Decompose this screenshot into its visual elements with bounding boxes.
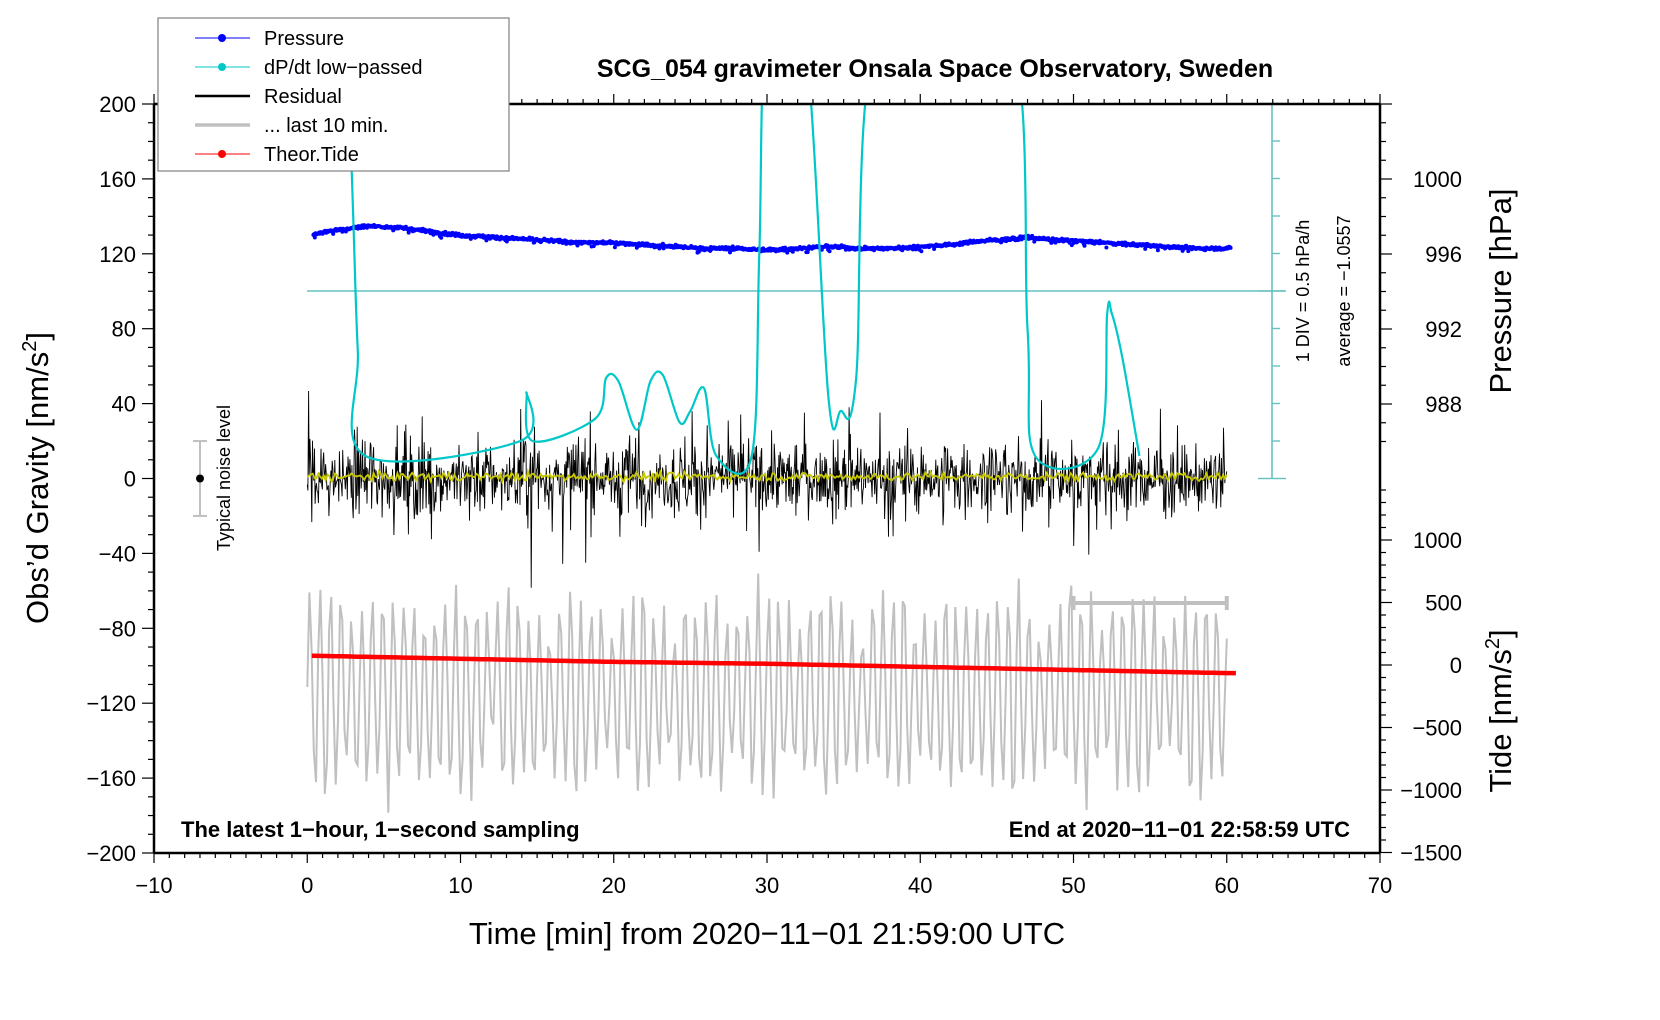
- x-tick-label: 20: [602, 873, 626, 898]
- pressure-point: [612, 245, 617, 250]
- noise-level-marker: [193, 440, 207, 517]
- pressure-point: [805, 250, 810, 255]
- pressure-point: [910, 247, 915, 252]
- pressure-point: [1155, 248, 1160, 253]
- y-axis-title-tide-main: Tide [nm/s: [1483, 649, 1518, 793]
- y-axis-title-left: Obs’d Gravity [nm/s2]: [19, 332, 55, 624]
- chart-title: SCG_054 gravimeter Onsala Space Observat…: [597, 55, 1273, 83]
- y-tick-label-left: −200: [86, 841, 136, 866]
- y-axis-title-tide-sup: 2: [1482, 638, 1504, 649]
- pressure-series: [311, 223, 1233, 255]
- y-tick-label-left: 0: [124, 467, 136, 492]
- x-tick-label: 10: [448, 873, 472, 898]
- axis-ticks: [142, 94, 1392, 863]
- y-tick-label-tide: 1000: [1413, 528, 1462, 553]
- legend-marker-1: [218, 63, 226, 71]
- y-tick-label-tide: −1000: [1400, 778, 1462, 803]
- pressure-point: [1053, 240, 1058, 245]
- y-axis-title-pressure: Pressure [hPa]: [1483, 188, 1518, 393]
- y-tick-label-tide: 500: [1425, 591, 1462, 616]
- pressure-point: [1228, 245, 1233, 250]
- pressure-point: [696, 249, 701, 254]
- y-axis-title-tide-end: ]: [1483, 629, 1518, 638]
- pressure-point: [1186, 249, 1191, 254]
- x-tick-label: 30: [755, 873, 779, 898]
- y-axis-title-left-main: Obs’d Gravity [nm/s: [20, 352, 55, 624]
- y-tick-label-tide: 0: [1450, 653, 1462, 678]
- residual-series: [306, 390, 1228, 588]
- x-axis-title: Time [min] from 2020−11−01 21:59:00 UTC: [469, 916, 1065, 951]
- y-tick-label-pressure: 996: [1425, 242, 1462, 267]
- legend-box: [157, 17, 510, 172]
- pressure-point: [827, 249, 832, 254]
- x-tick-label: 0: [301, 873, 313, 898]
- annotation-dpdt-scale: 1 DIV = 0.5 hPa/h: [1293, 220, 1313, 363]
- y-tick-label-pressure: 988: [1425, 392, 1462, 417]
- y-tick-label-left: −120: [86, 691, 136, 716]
- pressure-point: [634, 245, 639, 250]
- x-tick-label: 60: [1215, 873, 1239, 898]
- last-10-min-window-bar: [1071, 596, 1229, 610]
- y-tick-label-tide: −1500: [1400, 841, 1462, 866]
- pressure-point: [575, 243, 580, 248]
- legend-marker-4: [218, 150, 226, 158]
- legend: Pressure dP/dt low−passed Residual ... last…: [157, 17, 510, 172]
- x-tick-label: 40: [908, 873, 932, 898]
- dpdt-line: [348, 104, 1141, 475]
- y-tick-label-left: 80: [112, 317, 136, 342]
- noise-center-dot: [196, 474, 204, 483]
- y-tick-label-pressure: 992: [1425, 317, 1462, 342]
- y-tick-label-left: 200: [99, 92, 136, 117]
- residual-smoothed-line: [306, 467, 1228, 485]
- legend-label-2: Residual: [264, 86, 342, 108]
- y-tick-label-left: −160: [86, 766, 136, 791]
- legend-label-3: ... last 10 min.: [264, 115, 389, 137]
- x-tick-label: 70: [1368, 873, 1392, 898]
- legend-label-4: Theor.Tide: [264, 144, 359, 166]
- legend-label-0: Pressure: [264, 28, 344, 50]
- pressure-point: [919, 249, 924, 254]
- last-10-min-series: [306, 573, 1228, 813]
- y-tick-label-left: 160: [99, 167, 136, 192]
- theor-tide-line: [311, 653, 1236, 676]
- legend-marker-0: [218, 34, 226, 42]
- residual-line: [306, 390, 1228, 588]
- pressure-point: [484, 238, 489, 243]
- annotation-sampling: The latest 1−hour, 1−second sampling: [181, 817, 580, 842]
- theor-tide-series: [311, 653, 1236, 676]
- pressure-point: [439, 235, 444, 240]
- y-axis-title-tide: Tide [nm/s2]: [1482, 629, 1518, 792]
- pressure-point: [312, 235, 317, 240]
- y-axis-title-left-sup: 2: [19, 341, 41, 352]
- y-tick-label-tide: −500: [1412, 716, 1462, 741]
- pressure-point: [1104, 245, 1109, 250]
- residual-smoothed-series: [306, 467, 1228, 485]
- pressure-point: [1082, 243, 1087, 248]
- legend-label-1: dP/dt low−passed: [264, 57, 422, 79]
- y-axis-title-left-end: ]: [20, 332, 55, 341]
- annotation-dpdt-average: average = −1.0557: [1334, 215, 1354, 366]
- last-10-min-line: [306, 573, 1228, 813]
- annotation-noise-level: Typical noise level: [214, 405, 234, 551]
- y-tick-label-left: −40: [99, 541, 136, 566]
- axis-tick-labels: −10 0 10 20 30 40 50 60 70 200 160 120 80 40 0 −40 −80 −1…: [86, 92, 1462, 898]
- y-tick-label-left: 120: [99, 242, 136, 267]
- annotation-end-time: End at 2020−11−01 22:58:59 UTC: [1009, 817, 1350, 842]
- y-tick-label-pressure: 1000: [1413, 167, 1462, 192]
- x-tick-label: 50: [1061, 873, 1085, 898]
- dpdt-series: [348, 104, 1141, 475]
- x-tick-label: −10: [135, 873, 172, 898]
- pressure-point: [790, 249, 795, 254]
- y-tick-label-left: 40: [112, 392, 136, 417]
- y-tick-label-left: −80: [99, 616, 136, 641]
- pressure-point: [406, 230, 411, 235]
